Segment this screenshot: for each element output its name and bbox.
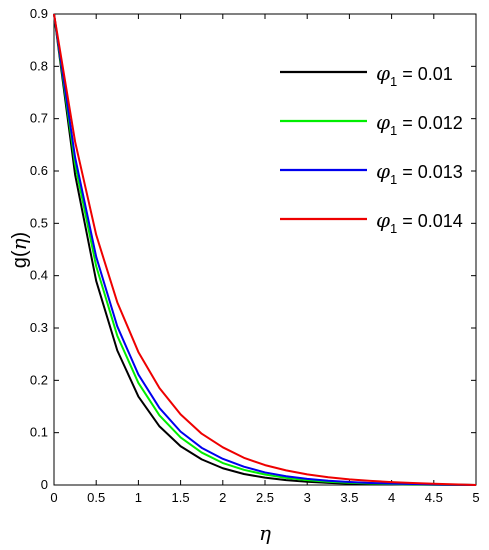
- y-tick-label: 0: [41, 477, 48, 492]
- y-axis-label-symbol: η: [7, 238, 31, 250]
- legend-subscript: 1: [390, 172, 397, 187]
- y-tick-label: 0.1: [30, 425, 48, 440]
- legend-subscript: 1: [390, 221, 397, 236]
- legend-value: = 0.01: [397, 64, 453, 84]
- x-tick-label: 1: [135, 490, 142, 505]
- legend-label-3: φ1 = 0.013: [376, 159, 463, 187]
- legend-label-1: φ1 = 0.01: [376, 61, 453, 89]
- y-axis-label: g(η): [7, 232, 31, 268]
- x-tick-label: 4.5: [425, 490, 443, 505]
- legend-label-4: φ1 = 0.014: [376, 208, 463, 236]
- y-axis-label-prefix: g(: [9, 250, 31, 268]
- x-tick-label: 3.5: [340, 490, 358, 505]
- series-line-3: [53, 13, 477, 486]
- y-axis-label-suffix: ): [9, 232, 31, 239]
- legend-value: = 0.012: [397, 113, 463, 133]
- y-tick-label: 0.8: [30, 58, 48, 73]
- y-tick-label: 0.9: [30, 6, 48, 21]
- plot-area: [53, 13, 477, 486]
- legend-symbol: φ: [376, 159, 390, 183]
- x-tick-label: 2.5: [256, 490, 274, 505]
- y-tick-label: 0.4: [30, 268, 48, 283]
- x-tick-label: 2: [219, 490, 226, 505]
- legend-value: = 0.014: [397, 211, 463, 231]
- y-tick-label: 0.7: [30, 111, 48, 126]
- legend-symbol: φ: [376, 110, 390, 134]
- x-tick-label: 1.5: [172, 490, 190, 505]
- legend-symbol: φ: [376, 61, 390, 85]
- x-tick-label: 5: [472, 490, 479, 505]
- x-axis-label: η: [259, 521, 271, 545]
- series-line-4: [53, 13, 477, 486]
- x-tick-label: 3: [304, 490, 311, 505]
- legend-subscript: 1: [390, 74, 397, 89]
- y-tick-label: 0.6: [30, 163, 48, 178]
- x-tick-label: 0.5: [87, 490, 105, 505]
- y-tick-label: 0.5: [30, 215, 48, 230]
- legend-subscript: 1: [390, 123, 397, 138]
- x-tick-label: 4: [388, 490, 395, 505]
- y-tick-label: 0.3: [30, 320, 48, 335]
- legend-symbol: φ: [376, 208, 390, 232]
- y-tick-label: 0.2: [30, 372, 48, 387]
- legend-value: = 0.013: [397, 162, 463, 182]
- x-tick-label: 0: [50, 490, 57, 505]
- legend-label-2: φ1 = 0.012: [376, 110, 463, 138]
